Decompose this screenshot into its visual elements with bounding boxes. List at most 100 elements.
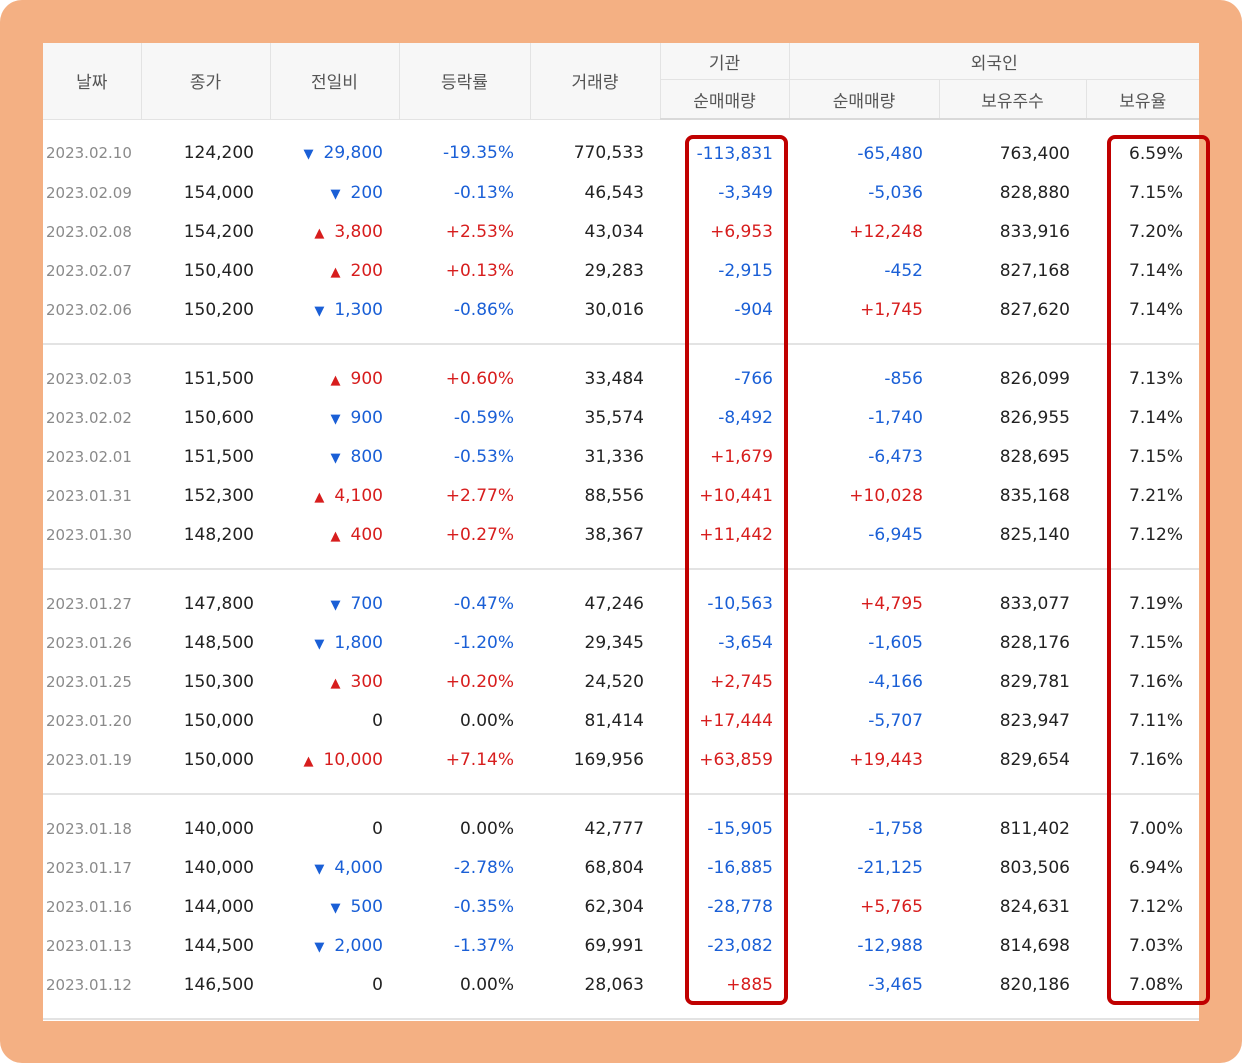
change-value: 0 [372,710,383,731]
up-triangle-icon: ▲ [330,372,341,388]
close-cell: 150,600 [183,407,254,428]
change-value: 4,000 [334,857,383,878]
inst-net-cell: -8,492 [718,407,773,428]
rate-cell: +2.77% [445,485,514,506]
table-row: 2023.01.19 150,000 ▲ 10,000 +7.14% 169,956 +63… [43,740,1199,795]
date-cell: 2023.01.27 [46,594,132,613]
table-row: 2023.02.01 151,500 ▼ 800 -0.53% 31,336 +1,679 -… [43,437,1199,476]
table-row: 2023.02.07 150,400 ▲ 200 +0.13% 29,283 -2,915 -… [43,251,1199,290]
date-cell: 2023.02.02 [46,408,132,427]
date-cell: 2023.01.13 [46,936,132,955]
rate-cell: 0.00% [459,818,514,839]
change-value: 1,300 [334,299,383,320]
foreign-net-cell: +19,443 [789,740,939,795]
date-cell: 2023.02.03 [46,369,132,388]
date-cell: 2023.01.31 [46,486,132,505]
table-row: 2023.01.12 146,500 0 0.00% 28,063 +885 -3,465 8… [43,965,1199,1020]
foreign-hold-cell: 829,781 [999,671,1070,692]
table-row: 2023.01.31 152,300 ▲ 4,100 +2.77% 88,556 +10,4… [43,476,1199,515]
down-triangle-icon: ▼ [330,597,341,613]
table-row: 2023.01.25 150,300 ▲ 300 +0.20% 24,520 +2,745 -… [43,662,1199,701]
volume-cell: 35,574 [584,407,644,428]
foreign-net-cell: +1,745 [789,290,939,345]
volume-cell: 68,804 [584,857,644,878]
change-value: 4,100 [334,485,383,506]
rate-cell: -0.53% [453,446,514,467]
daily-trading-table: 날짜 종가 전일비 등락률 거래량 기관 외국인 순매매량 순매매량 보유주수 … [43,43,1199,1020]
header-foreign-net: 순매매량 [789,79,940,120]
volume-cell: 33,484 [584,368,644,389]
inst-net-cell: +885 [660,965,789,1020]
change-cell: ▲ 400 [270,515,399,570]
close-cell: 154,000 [183,182,254,203]
volume-cell: 770,533 [573,143,644,164]
down-triangle-icon: ▼ [303,147,314,163]
foreign-net-cell: -452 [884,260,923,281]
header-foreign-hold: 보유주수 [939,79,1087,120]
volume-cell: 81,414 [584,710,644,731]
highlight-box-institution [685,135,788,1005]
down-triangle-icon: ▼ [314,861,325,877]
close-cell: 140,000 [183,818,254,839]
foreign-ratio-cell: 7.19% [1129,593,1184,614]
change-cell: ▼ 1,800 [270,623,399,662]
foreign-hold-cell: 826,955 [999,407,1070,428]
change-cell: 0 [270,965,399,1020]
foreign-ratio-cell: 6.94% [1129,857,1184,878]
foreign-net-cell: -65,480 [857,143,923,164]
inst-net-cell: -904 [660,290,789,345]
rate-cell: -0.86% [399,290,530,345]
inst-net-cell: +1,679 [710,446,773,467]
change-cell: ▲ 200 [270,251,399,290]
header-volume: 거래량 [530,43,661,120]
close-cell: 140,000 [183,857,254,878]
rate-cell: -1.37% [453,935,514,956]
close-cell: 152,300 [183,485,254,506]
change-cell: ▼ 1,300 [270,290,399,345]
down-triangle-icon: ▼ [330,450,341,466]
foreign-hold-cell: 827,620 [939,290,1086,345]
change-value: 200 [350,260,383,281]
foreign-ratio-cell: 7.15% [1129,446,1184,467]
date-cell: 2023.01.20 [46,711,132,730]
down-triangle-icon: ▼ [330,900,341,916]
volume-cell: 88,556 [584,485,644,506]
change-value: 0 [372,818,383,839]
table-row: 2023.01.26 148,500 ▼ 1,800 -1.20% 29,345 -3,65… [43,623,1199,662]
up-triangle-icon: ▲ [330,528,341,544]
foreign-net-cell: -1,605 [868,632,923,653]
up-triangle-icon: ▲ [330,675,341,691]
date-cell: 2023.02.07 [46,261,132,280]
foreign-hold-cell: 823,947 [999,710,1070,731]
volume-cell: 38,367 [530,515,660,570]
inst-net-cell: -3,654 [718,632,773,653]
stock-trading-panel: 날짜 종가 전일비 등락률 거래량 기관 외국인 순매매량 순매매량 보유주수 … [43,43,1199,1021]
volume-cell: 169,956 [530,740,660,795]
change-cell: ▼ 2,000 [270,926,399,965]
foreign-ratio-cell: 7.20% [1129,221,1184,242]
table-row: 2023.01.30 148,200 ▲ 400 +0.27% 38,367 +11,442… [43,515,1199,570]
close-cell: 144,500 [183,935,254,956]
table-row: 2023.02.06 150,200 ▼ 1,300 -0.86% 30,016 -904 +… [43,290,1199,345]
change-cell: ▲ 300 [270,662,399,701]
foreign-hold-cell: 828,695 [999,446,1070,467]
table-row: 2023.02.08 154,200 ▲ 3,800 +2.53% 43,034 +6,95… [43,212,1199,251]
header-rate: 등락률 [399,43,531,120]
foreign-ratio-cell: 7.08% [1086,965,1199,1020]
down-triangle-icon: ▼ [314,939,325,955]
inst-net-cell: +2,745 [710,671,773,692]
date-cell: 2023.02.08 [46,222,132,241]
foreign-ratio-cell: 7.00% [1129,818,1184,839]
rate-cell: +0.20% [445,671,514,692]
foreign-net-cell: +5,765 [860,896,923,917]
change-cell: ▼ 800 [270,437,399,476]
foreign-net-cell: -21,125 [857,857,923,878]
up-triangle-icon: ▲ [314,225,325,241]
foreign-ratio-cell: 7.11% [1129,710,1184,731]
close-cell: 146,500 [141,965,270,1020]
header-foreign: 외국인 [789,43,1199,80]
table-row: 2023.01.20 150,000 0 0.00% 81,414 +17,444 -5,7… [43,701,1199,740]
inst-net-cell: +6,953 [710,221,773,242]
foreign-hold-cell: 826,099 [999,368,1070,389]
close-cell: 124,200 [183,143,254,164]
